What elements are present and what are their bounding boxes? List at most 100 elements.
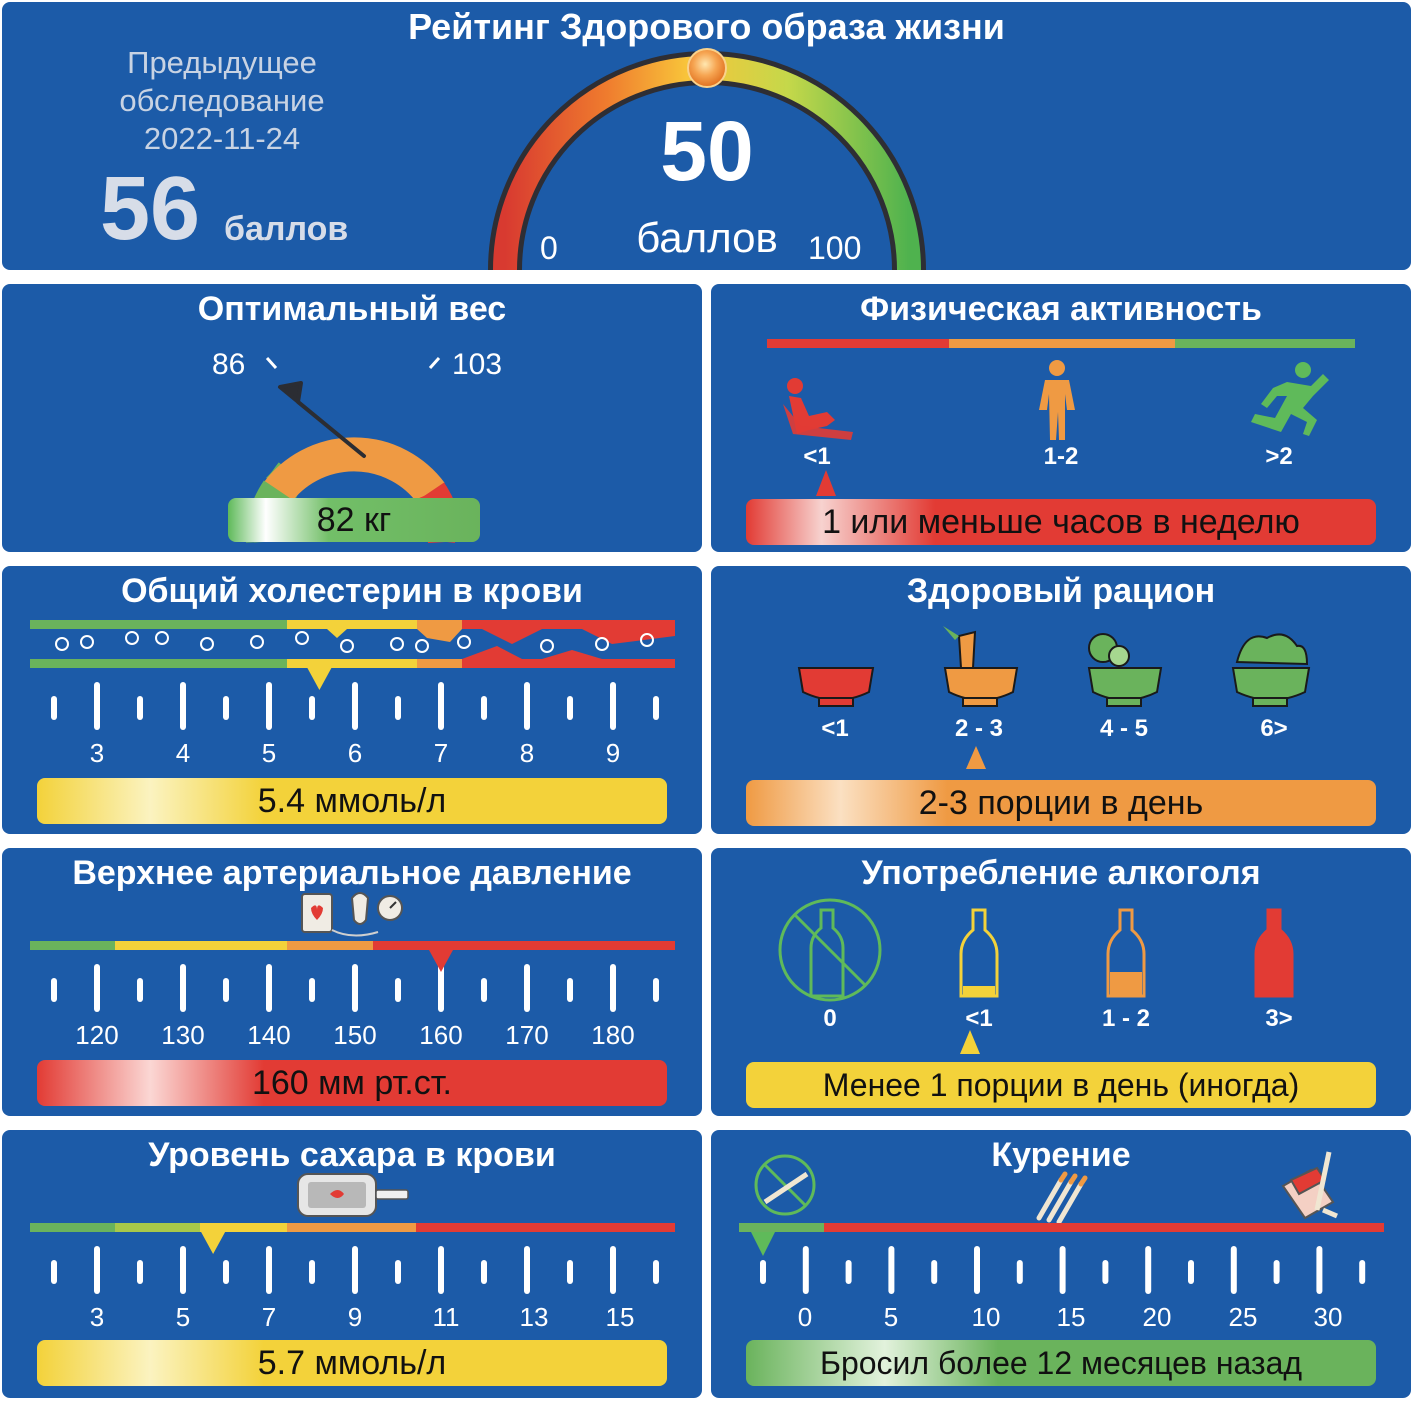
activity-title: Физическая активность (860, 290, 1262, 328)
running-person-icon (1251, 362, 1329, 436)
overall-rating-title: Рейтинг Здорового образа жизни (408, 6, 1005, 47)
sugar-tick-mark (180, 1246, 186, 1294)
sugar-tick-mark (352, 1246, 358, 1294)
alcohol-level-label-0: 0 (823, 1005, 836, 1032)
previous-score-unit: баллов (224, 210, 349, 248)
smoking-pointer (751, 1232, 775, 1256)
carrot-bowl-icon (943, 626, 1019, 707)
cholesterol-value-bar: 5.4 ммоль/л (37, 778, 667, 824)
pressure-tick-mark (395, 978, 401, 1002)
sugar-tick-mark (438, 1246, 444, 1294)
activity-level-label-2: >2 (1265, 443, 1292, 470)
healthy-diet-panel: Здоровый рацион <1 2 - 3 4 - 5 6> 2-3 по (711, 566, 1411, 834)
pressure-tick-170: 170 (505, 1020, 548, 1050)
blood-sugar-panel: Уровень сахара в крови 3 5 7 9 11 13 15 … (2, 1130, 702, 1398)
smoking-tick-15: 15 (1057, 1302, 1086, 1332)
pressure-tick-mark (266, 964, 272, 1012)
smoking-tick-mark (802, 1246, 809, 1294)
activity-level-label-1: 1-2 (1044, 443, 1079, 470)
smoking-tick-mark (1273, 1260, 1280, 1284)
sugar-tick-mark (309, 1260, 315, 1284)
sugar-tick-mark (266, 1246, 272, 1294)
pressure-tick-150: 150 (333, 1020, 376, 1050)
cholesterol-tick-mark (94, 682, 100, 730)
pressure-tick-mark (180, 964, 186, 1012)
alcohol-pointer (960, 1030, 980, 1054)
sugar-tick-13: 13 (520, 1302, 549, 1332)
standing-person-icon (1039, 360, 1075, 440)
smoking-tick-mark (931, 1260, 938, 1284)
pressure-tick-130: 130 (161, 1020, 204, 1050)
weight-value-bar: 82 кг (228, 498, 480, 542)
sugar-tick-3: 3 (90, 1302, 104, 1332)
previous-exam-label: Предыдущее обследование 2022-11-24 (62, 44, 382, 158)
cholesterol-pointer (307, 668, 332, 690)
cholesterol-tick-mark (653, 696, 659, 720)
cholesterol-title: Общий холестерин в крови (121, 572, 583, 610)
cholesterol-tick-9: 9 (606, 738, 620, 768)
pressure-pointer (429, 950, 453, 972)
smoking-tick-mark (1102, 1260, 1109, 1284)
pressure-tick-mark (94, 964, 100, 1012)
pressure-tick-160: 160 (419, 1020, 462, 1050)
diet-pointer (966, 746, 986, 769)
bottle-yellow-icon (959, 908, 999, 998)
pressure-tick-mark (481, 978, 487, 1002)
pressure-tick-mark (309, 978, 315, 1002)
cholesterol-tick-mark (266, 682, 272, 730)
smoking-tick-mark (1316, 1246, 1323, 1294)
alcohol-value-bar: Менее 1 порции в день (иногда) (746, 1062, 1376, 1108)
cholesterol-tick-mark (309, 696, 315, 720)
cholesterol-tick-mark (51, 696, 57, 720)
sugar-tick-mark (395, 1260, 401, 1284)
pressure-tick-mark (51, 978, 57, 1002)
cholesterol-tick-mark (395, 696, 401, 720)
diet-level-label-3: 6> (1260, 715, 1287, 742)
alcohol-level-label-2: 1 - 2 (1102, 1005, 1150, 1032)
sugar-value-bar: 5.7 ммоль/л (37, 1340, 667, 1386)
sugar-tick-mark (524, 1246, 530, 1294)
no-alcohol-icon (778, 898, 882, 1002)
smoking-tick-mark (974, 1246, 980, 1294)
pressure-tick-120: 120 (75, 1020, 118, 1050)
previous-score: 56 (100, 159, 201, 259)
smoking-tick-mark (760, 1260, 766, 1284)
diet-level-label-1: 2 - 3 (955, 715, 1003, 742)
smoking-scale: 0 5 10 15 20 25 30 (739, 1151, 1384, 1332)
activity-level-label-0: <1 (803, 443, 830, 470)
sugar-tick-mark (481, 1260, 487, 1284)
glucometer-icon (297, 1173, 409, 1217)
smoking-tick-0: 0 (798, 1302, 812, 1332)
alcohol-level-label-3: 3> (1265, 1005, 1292, 1032)
smoking-tick-25: 25 (1229, 1302, 1258, 1332)
weight-high-label: 103 (452, 348, 503, 381)
sugar-tick-9: 9 (348, 1302, 362, 1332)
previous-exam-date: 2022-11-24 (143, 121, 301, 156)
sugar-tick-mark (610, 1246, 616, 1294)
smoking-tick-mark (1188, 1260, 1194, 1284)
vegetable-bowl-icon (1087, 633, 1163, 707)
pressure-tick-mark (137, 978, 143, 1002)
sugar-tick-mark (223, 1260, 229, 1284)
sugar-tick-mark (51, 1260, 57, 1284)
cholesterol-tick-mark (180, 682, 186, 730)
pressure-tick-mark (524, 964, 530, 1012)
pressure-tick-mark (567, 978, 573, 1002)
pressure-tick-180: 180 (591, 1020, 634, 1050)
cholesterol-tick-mark (352, 682, 358, 730)
smoking-tick-20: 20 (1143, 1302, 1172, 1332)
pressure-scale: 120 130 140 150 160 170 180 (30, 892, 675, 1050)
pressure-value-bar: 160 мм рт.ст. (37, 1060, 667, 1106)
pressure-tick-140: 140 (247, 1020, 290, 1050)
cholesterol-tick-4: 4 (176, 738, 190, 768)
sugar-title: Уровень сахара в крови (148, 1136, 556, 1174)
overall-rating-panel: Рейтинг Здорового образа жизни Предыдуще… (2, 2, 1411, 270)
current-score: 50 (660, 104, 754, 198)
alcohol-scale: 0 <1 1 - 2 3> (778, 898, 1294, 1054)
smoking-tick-30: 30 (1314, 1302, 1343, 1332)
sugar-tick-5: 5 (176, 1302, 190, 1332)
alcohol-level-label-1: <1 (965, 1005, 992, 1032)
bottle-red-icon (1254, 908, 1294, 998)
pressure-tick-mark (653, 978, 659, 1002)
diet-level-label-0: <1 (821, 715, 848, 742)
